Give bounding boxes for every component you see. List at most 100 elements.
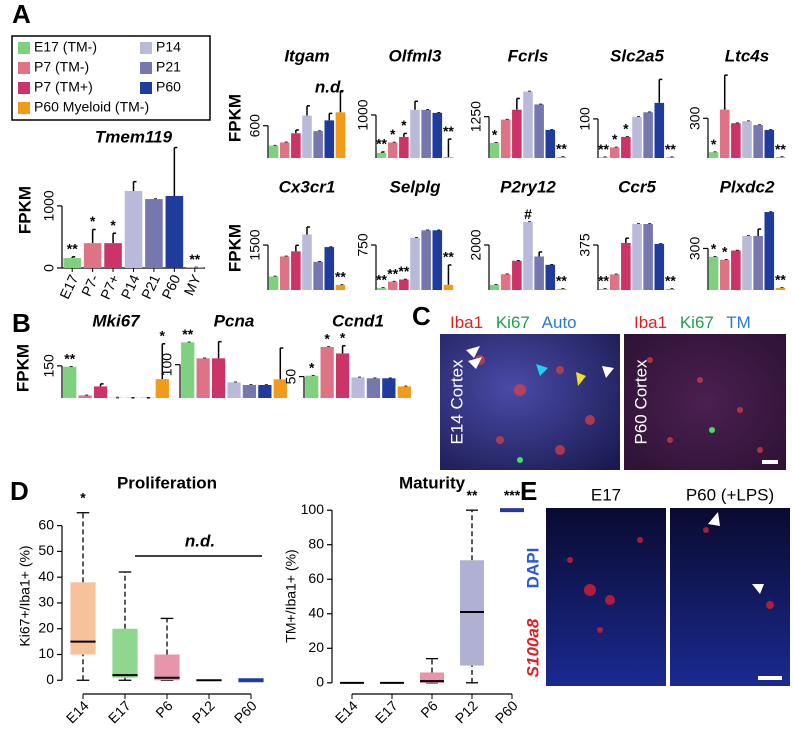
chart-title: Ccr5	[618, 177, 656, 196]
significance: *	[390, 126, 396, 142]
legend-swatch	[18, 62, 30, 74]
bar	[83, 243, 102, 268]
bar	[708, 152, 719, 158]
bar	[399, 136, 409, 158]
significance: **	[665, 141, 676, 157]
significance: **	[398, 263, 409, 279]
significance: **	[64, 350, 75, 366]
region-label: P60 Cortex	[631, 359, 650, 445]
y-tick-label: 300	[687, 106, 703, 130]
significance: **	[443, 249, 454, 265]
legend-label: E17 (TM-)	[34, 39, 97, 55]
bar	[155, 379, 169, 398]
significance: *	[80, 489, 86, 505]
chart-title: Mki67	[92, 311, 141, 330]
significance: **	[775, 141, 786, 157]
stain-labels: Iba1 Ki67 Auto	[450, 313, 577, 332]
x-tick-label: E14	[332, 697, 361, 726]
bar	[279, 256, 290, 290]
significance: **	[598, 141, 609, 157]
bar	[366, 378, 381, 398]
bar	[731, 123, 741, 158]
legend-swatch	[18, 82, 30, 94]
y-tick-label: 150	[41, 354, 57, 378]
y-tick-label: 100	[577, 107, 593, 131]
x-tick-label: E17	[372, 697, 401, 726]
bar	[443, 284, 454, 290]
x-tick-label: P21	[138, 272, 163, 302]
x-tick-label: P6	[152, 697, 176, 721]
legend-label: P7 (TM-)	[34, 59, 89, 75]
bar	[654, 102, 665, 158]
x-tick-label: P12	[452, 697, 481, 726]
bar	[320, 347, 334, 398]
micrograph	[670, 508, 790, 686]
note: n.d.	[185, 531, 215, 550]
y-axis-label: FPKM	[225, 224, 244, 272]
box	[70, 582, 96, 655]
y-tick-label: 600	[247, 114, 263, 138]
bar	[382, 378, 396, 398]
y-axis-label: FPKM	[13, 344, 32, 392]
bar	[279, 142, 290, 158]
legend-label: P14	[156, 39, 181, 55]
bar	[621, 242, 631, 290]
significance: *	[722, 244, 728, 260]
bar	[291, 251, 301, 290]
y-axis-label: TM+/Iba1+ (%)	[283, 549, 299, 642]
bar	[335, 284, 346, 290]
bar	[654, 243, 665, 290]
bar	[500, 119, 511, 158]
cell	[709, 427, 715, 433]
y-tick-label: 0	[316, 674, 324, 690]
y-tick-label: 60	[38, 516, 54, 532]
significance: **	[376, 272, 387, 288]
stain-labels: Iba1 Ki67 TM	[634, 313, 751, 332]
x-tick-label: E17	[105, 697, 134, 726]
box	[154, 654, 180, 681]
bar	[399, 279, 409, 290]
legend-swatch	[140, 42, 152, 54]
legend-swatch	[18, 102, 30, 114]
bar	[387, 142, 398, 158]
y-tick-label: 375	[577, 233, 593, 257]
region-label: E14 Cortex	[447, 359, 466, 445]
bar	[397, 386, 411, 398]
significance: *	[612, 131, 618, 147]
stain-label: DAPI	[523, 548, 542, 589]
y-tick-label: 40	[38, 568, 54, 584]
bar	[665, 157, 676, 158]
bar	[63, 258, 81, 268]
bar	[376, 287, 387, 290]
x-tick-label: P60	[492, 697, 521, 726]
bar	[258, 385, 272, 398]
significance: **	[665, 273, 676, 289]
chart-title: Cx3cr1	[279, 177, 336, 196]
bar	[63, 366, 77, 398]
significance: *	[623, 121, 629, 137]
scale-bar	[758, 676, 782, 680]
bar	[351, 377, 365, 398]
column-header: E17	[591, 485, 621, 504]
x-tick-label: P7+	[97, 272, 122, 302]
chart-title: Itgam	[284, 46, 329, 65]
bar	[104, 243, 122, 268]
significance: *	[711, 240, 717, 256]
bar	[432, 112, 443, 158]
bar	[186, 267, 204, 268]
bar	[523, 91, 533, 158]
bar	[764, 129, 775, 158]
y-tick-label: 100	[301, 501, 325, 517]
significance: *	[324, 331, 330, 347]
bar	[489, 142, 500, 158]
bar	[512, 260, 522, 290]
bar	[775, 157, 786, 158]
bar	[742, 236, 752, 290]
bar	[313, 261, 323, 290]
chart-title: Fcrls	[508, 46, 549, 65]
micrograph	[440, 334, 620, 470]
x-tick-label: MY	[180, 271, 204, 297]
bar	[534, 256, 544, 290]
stain-label: S100a8	[523, 618, 542, 677]
significance: *	[160, 327, 166, 343]
